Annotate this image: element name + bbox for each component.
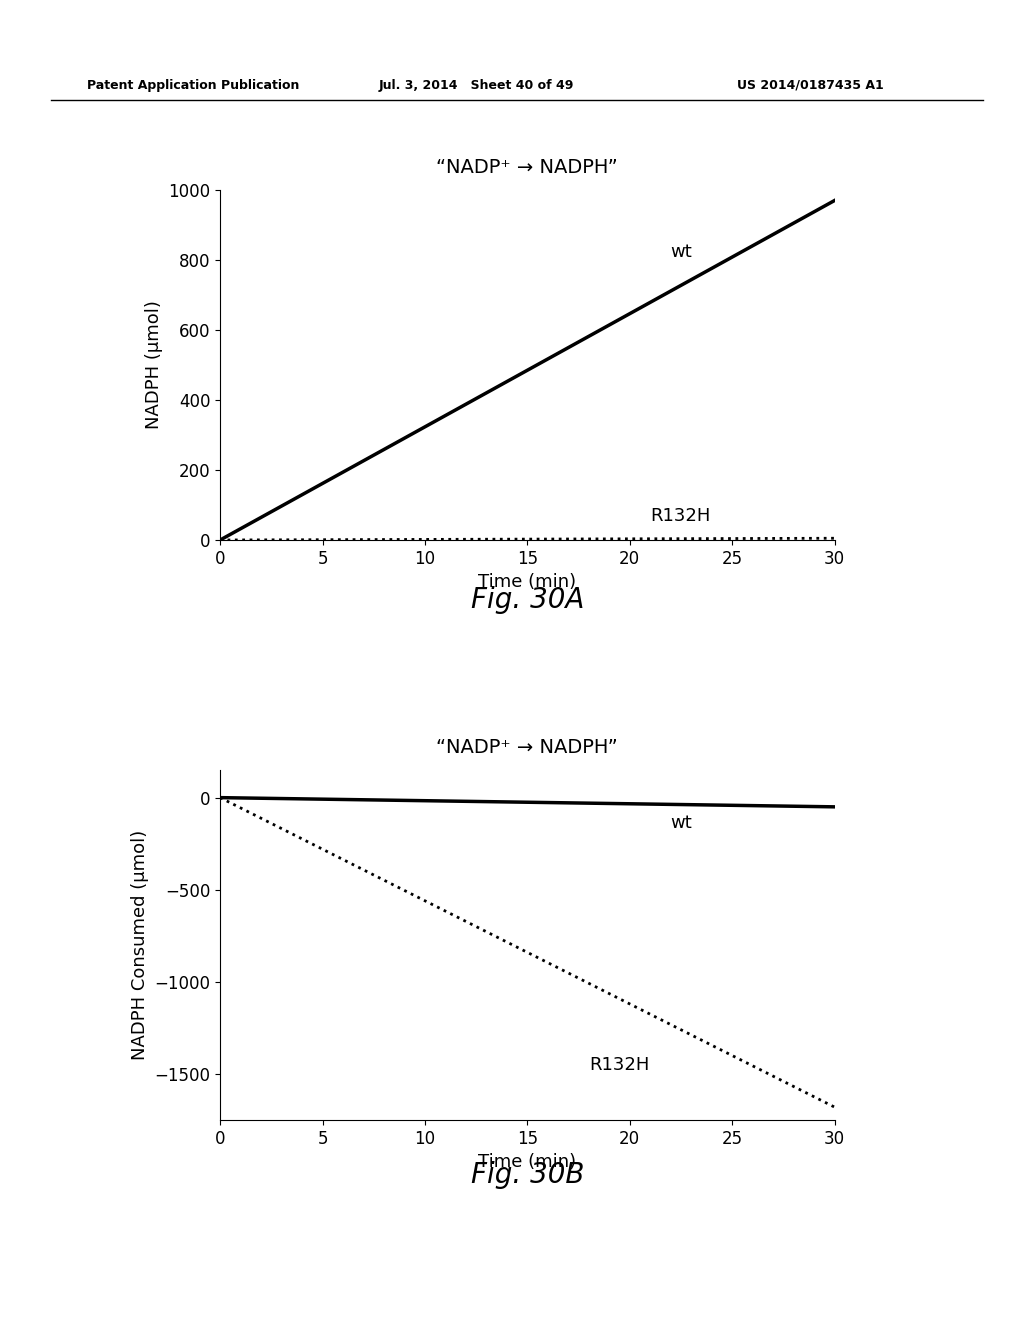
Y-axis label: NADPH (μmol): NADPH (μmol) [144,301,163,429]
Text: Fig. 30A: Fig. 30A [471,586,584,614]
Text: wt: wt [671,814,692,832]
Text: Patent Application Publication: Patent Application Publication [87,78,299,91]
X-axis label: Time (min): Time (min) [478,1154,577,1171]
Y-axis label: NADPH Consumed (μmol): NADPH Consumed (μmol) [131,830,148,1060]
Text: R132H: R132H [650,507,711,525]
Text: R132H: R132H [589,1056,649,1074]
Text: Jul. 3, 2014   Sheet 40 of 49: Jul. 3, 2014 Sheet 40 of 49 [379,78,574,91]
Text: US 2014/0187435 A1: US 2014/0187435 A1 [737,78,884,91]
Title: “NADP⁺ → NADPH”: “NADP⁺ → NADPH” [436,158,618,177]
Text: wt: wt [671,243,692,260]
Title: “NADP⁺ → NADPH”: “NADP⁺ → NADPH” [436,738,618,758]
Text: Fig. 30B: Fig. 30B [471,1162,584,1189]
X-axis label: Time (min): Time (min) [478,573,577,591]
